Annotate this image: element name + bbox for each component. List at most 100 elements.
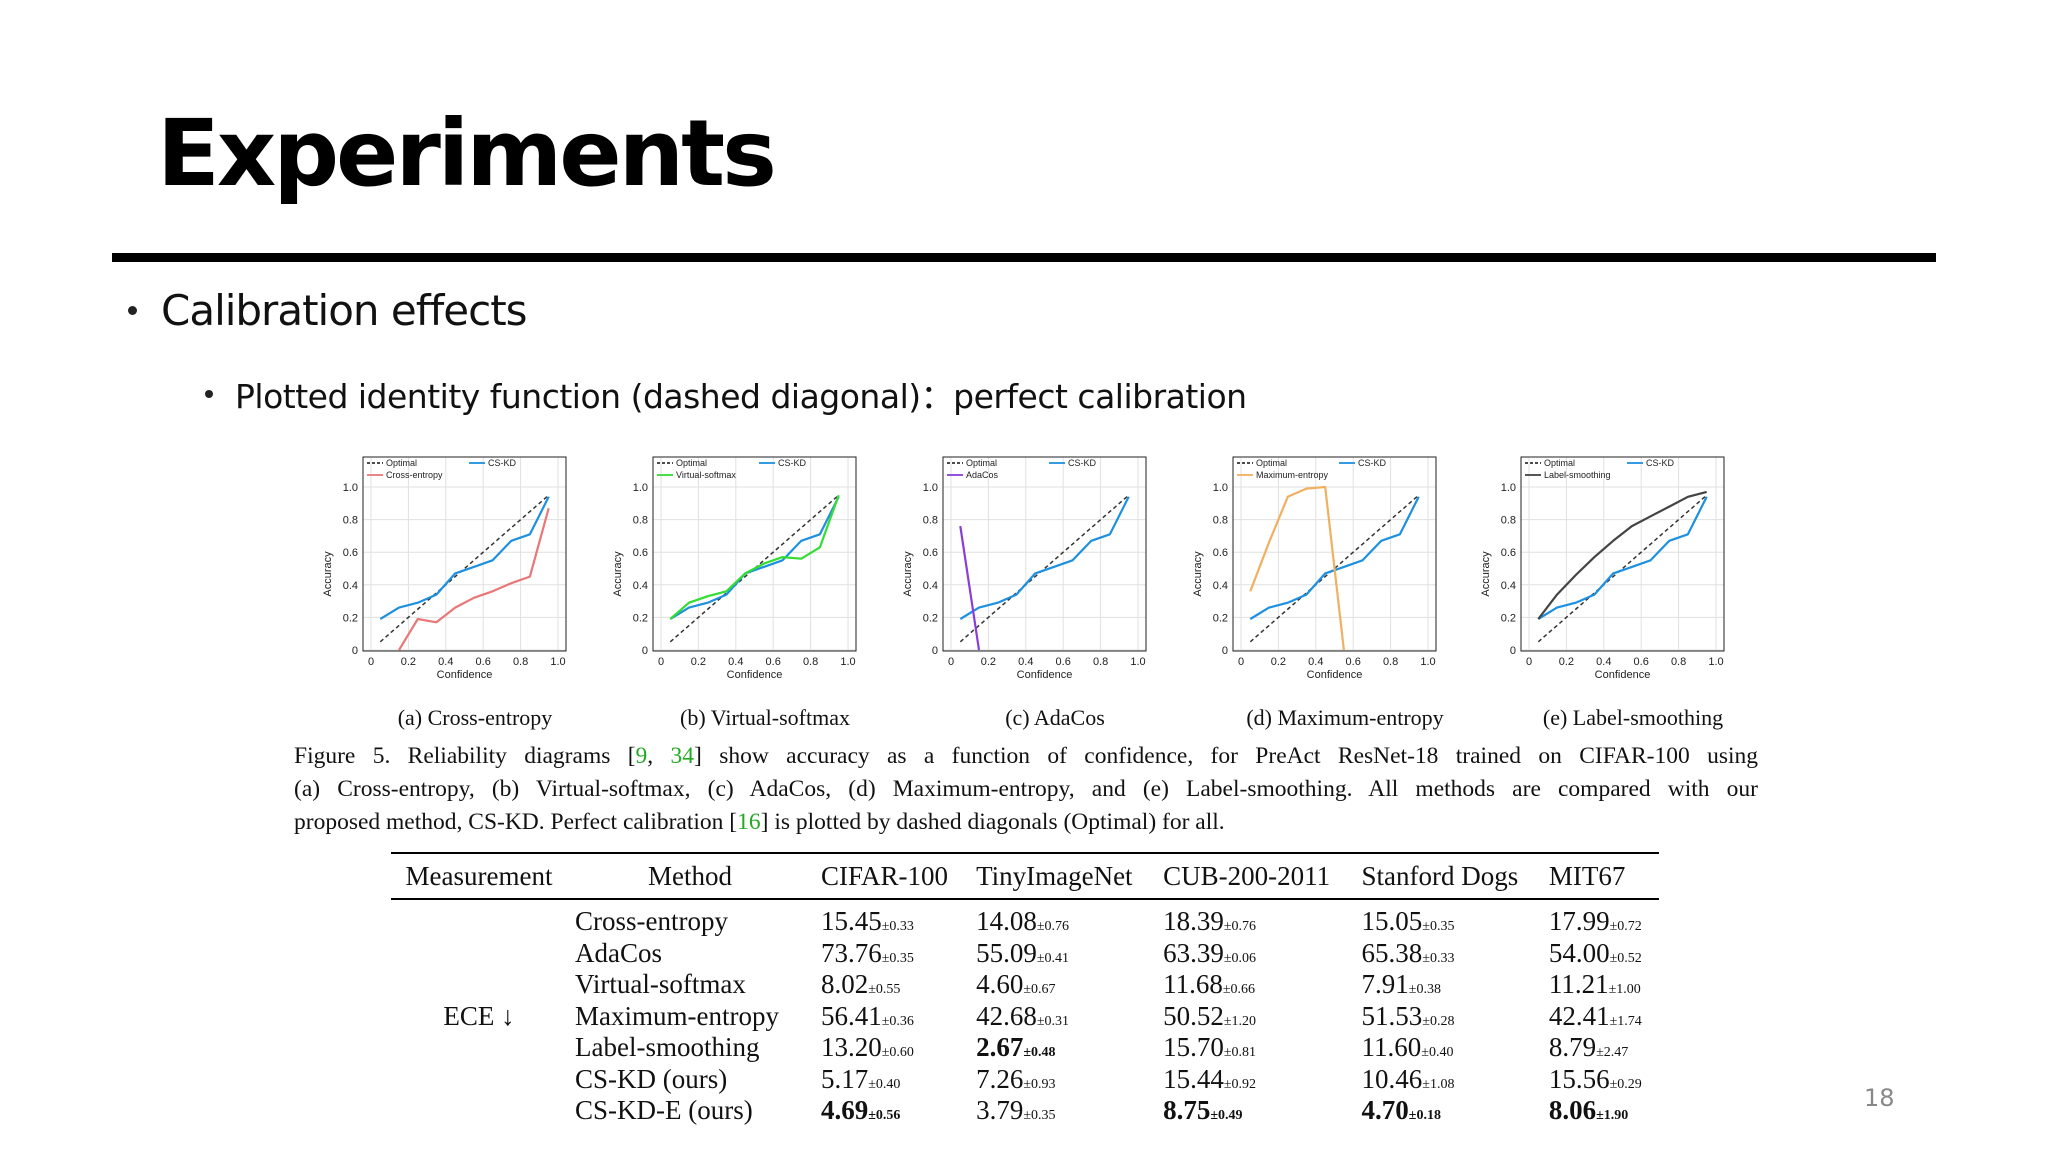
subfigure-caption: (d) Maximum-entropy: [1246, 705, 1444, 730]
reliability-chart: 00 0.2 0.2 0.4 0.4 0.6 0.6 0.8 0.8 1.0 1.0 Optimal C…: [612, 456, 857, 681]
method-cell: Cross-entropy: [575, 906, 728, 937]
y-tick-label: 0.4: [1501, 580, 1516, 592]
value-cell: 8.75±0.49: [1163, 1095, 1243, 1126]
y-tick-label: 0.8: [633, 515, 648, 527]
citation-link[interactable]: 34: [670, 743, 695, 769]
table-row: Virtual-softmax 8.02±0.55 4.60±0.67 11.68±0…: [391, 969, 1659, 1001]
table-row: Maximum-entropy 56.41±0.36 42.68±0.31 50.52…: [391, 1001, 1659, 1033]
plot-frame: [1232, 456, 1437, 652]
x-axis-label: Confidence: [727, 669, 783, 681]
value-cell: 5.17±0.40: [821, 1063, 901, 1094]
y-tick-label: 0.6: [923, 547, 938, 559]
y-tick-label: 0.2: [1501, 612, 1516, 624]
legend-label: Cross-entropy: [386, 470, 443, 480]
y-tick-label: 1.0: [1501, 482, 1516, 494]
sub-bullet-identity-function: Plotted identity function (dashed diagon…: [205, 370, 1247, 418]
series-line-optimal: [1249, 494, 1420, 643]
method-cell: Maximum-entropy: [575, 1000, 779, 1031]
x-tick-label: 0.2: [1271, 656, 1286, 668]
series-line-cs-kd: [1537, 496, 1708, 620]
x-tick-label: 0.4: [1596, 656, 1611, 668]
x-tick-label: 0.8: [1093, 656, 1108, 668]
x-tick-label: 0.6: [766, 656, 781, 668]
x-axis-label: Confidence: [437, 669, 493, 681]
caption-line-3: proposed method, CS-KD. Perfect calibrat…: [294, 806, 1758, 839]
plot-border: [1520, 456, 1725, 652]
reliability-chart: 00 0.2 0.2 0.4 0.4 0.6 0.6 0.8 0.8 1.0 1.0 Optimal C…: [1192, 456, 1437, 681]
x-tick-label: 0.8: [1671, 656, 1686, 668]
legend-label: Maximum-entropy: [1256, 470, 1329, 480]
y-tick-label: 0.2: [923, 612, 938, 624]
y-tick-label: 0: [1510, 645, 1516, 657]
value-cell: 11.60±0.40: [1361, 1032, 1454, 1063]
value-cell: 65.38±0.33: [1361, 937, 1455, 968]
plot-border: [652, 456, 857, 652]
y-tick-label: 1.0: [923, 482, 938, 494]
table-row: Label-smoothing 13.20±0.60 2.67±0.48 15.70±…: [391, 1032, 1659, 1064]
value-cell: 56.41±0.36: [821, 1000, 914, 1031]
value-cell: 7.91±0.38: [1361, 969, 1441, 1000]
x-tick-label: 0.6: [1056, 656, 1071, 668]
header-stanford-dogs: Stanford Dogs: [1353, 852, 1541, 900]
y-tick-label: 0.6: [1501, 547, 1516, 559]
y-tick-label: 1.0: [633, 482, 648, 494]
header-tinyimagenet: TinyImageNet: [968, 852, 1156, 900]
caption-line-2: (a) Cross-entropy, (b) Virtual-softmax, …: [294, 776, 1758, 802]
subfigure-caption: (c) AdaCos: [1005, 705, 1105, 730]
method-cell: CS-KD-E (ours): [575, 1095, 753, 1126]
method-cell: CS-KD (ours): [575, 1063, 728, 1094]
value-cell: 15.05±0.35: [1361, 906, 1455, 937]
x-tick-label: 0.6: [476, 656, 491, 668]
x-tick-label: 1.0: [1420, 656, 1435, 668]
value-cell: 10.46±1.08: [1361, 1063, 1455, 1094]
x-tick-label: 0.6: [1346, 656, 1361, 668]
legend-label: Optimal: [676, 458, 707, 468]
x-tick-label: 0.8: [803, 656, 818, 668]
value-cell: 50.52±1.20: [1163, 1000, 1257, 1031]
value-cell: 17.99±0.72: [1548, 906, 1642, 937]
x-tick-label: 0.8: [1383, 656, 1398, 668]
series-line-optimal: [1537, 494, 1708, 643]
reliability-diagram-4: 0 0 0.2 0.2 0.4 0.4 0.6 0.6 0.8 0.8 1.0 1.0 Optimal C…: [1170, 450, 1460, 690]
page-number: 18: [1864, 1084, 1895, 1112]
citation-link[interactable]: 9: [635, 743, 648, 769]
citation-link[interactable]: 16: [737, 809, 761, 835]
sub-bullet-text: Plotted identity function (dashed diagon…: [235, 377, 1247, 416]
value-cell: 4.69±0.56: [821, 1095, 901, 1126]
legend-label: Optimal: [1256, 458, 1287, 468]
caption-text: ] show accuracy as a function of confide…: [694, 743, 1759, 769]
series-line-optimal: [669, 494, 840, 643]
table-row: AdaCos 73.76±0.35 55.09±0.41 63.39±0.06 65.3…: [391, 938, 1659, 970]
value-cell: 63.39±0.06: [1163, 937, 1257, 968]
x-tick-label: 0.4: [1308, 656, 1323, 668]
header-measurement: Measurement: [391, 852, 567, 900]
table-row: CS-KD-E (ours) 4.69±0.56 3.79±0.35 8.75±0.4…: [391, 1095, 1659, 1127]
series-line-maximum-entropy: [1249, 485, 1345, 651]
value-cell: 15.56±0.29: [1548, 1063, 1642, 1094]
legend-label: AdaCos: [966, 470, 999, 480]
value-cell: 4.60±0.67: [976, 969, 1056, 1000]
y-tick-label: 0: [1222, 645, 1228, 657]
value-cell: 13.20±0.60: [821, 1032, 914, 1063]
y-tick-label: 0.2: [1213, 612, 1228, 624]
value-cell: 15.45±0.33: [821, 906, 914, 937]
figure-caption: Figure 5. Reliability diagrams [9, 34] s…: [294, 740, 1758, 839]
header-cifar100: CIFAR-100: [813, 852, 969, 900]
caption-text: ,: [647, 743, 671, 769]
value-cell: 42.41±1.74: [1548, 1000, 1642, 1031]
x-tick-label: 0: [368, 656, 374, 668]
value-cell: 7.26±0.93: [976, 1063, 1056, 1094]
method-cell: Label-smoothing: [575, 1032, 760, 1063]
value-cell: 11.21±1.00: [1548, 969, 1641, 1000]
y-tick-label: 0.4: [923, 580, 938, 592]
value-cell: 14.08±0.76: [976, 906, 1069, 937]
series-line-cs-kd: [379, 496, 550, 620]
x-axis-label: Confidence: [1017, 669, 1073, 681]
header-method: Method: [567, 852, 813, 900]
y-tick-label: 0.2: [633, 612, 648, 624]
caption-text: Figure 5. Reliability diagrams [: [294, 743, 636, 769]
x-tick-label: 1.0: [1130, 656, 1145, 668]
bullet-calibration-effects: Calibration effects: [128, 286, 528, 335]
value-cell: 11.68±0.66: [1163, 969, 1256, 1000]
x-tick-label: 0: [1238, 656, 1244, 668]
